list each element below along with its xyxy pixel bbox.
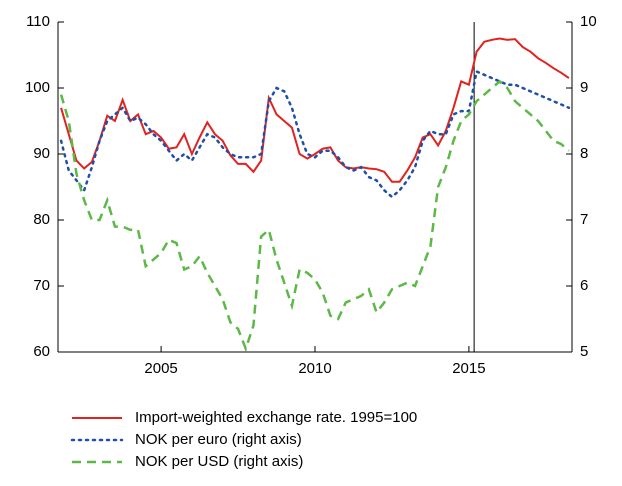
legend-label: Import-weighted exchange rate. 1995=100: [135, 409, 417, 426]
y2-tick-label: 6: [580, 277, 588, 294]
y2-tick-label: 8: [580, 145, 588, 162]
legend-label: NOK per USD (right axis): [135, 453, 303, 470]
y-tick-label: 60: [33, 343, 50, 360]
y2-tick-label: 10: [580, 13, 597, 30]
y-tick-label: 80: [33, 211, 50, 228]
y2-tick-label: 7: [580, 211, 588, 228]
x-tick-label: 2015: [452, 360, 485, 377]
y2-tick-label: 5: [580, 343, 588, 360]
legend-label: NOK per euro (right axis): [135, 431, 302, 448]
y-tick-label: 100: [25, 79, 50, 96]
y2-tick-label: 9: [580, 79, 588, 96]
x-tick-label: 2005: [144, 360, 177, 377]
series-line: [59, 69, 571, 199]
y-tick-label: 90: [33, 145, 50, 162]
series-line: [59, 79, 570, 353]
series-line: [60, 37, 570, 183]
y-tick-label: 70: [33, 277, 50, 294]
y-tick-label: 110: [26, 13, 50, 30]
x-tick-label: 2010: [298, 360, 331, 377]
